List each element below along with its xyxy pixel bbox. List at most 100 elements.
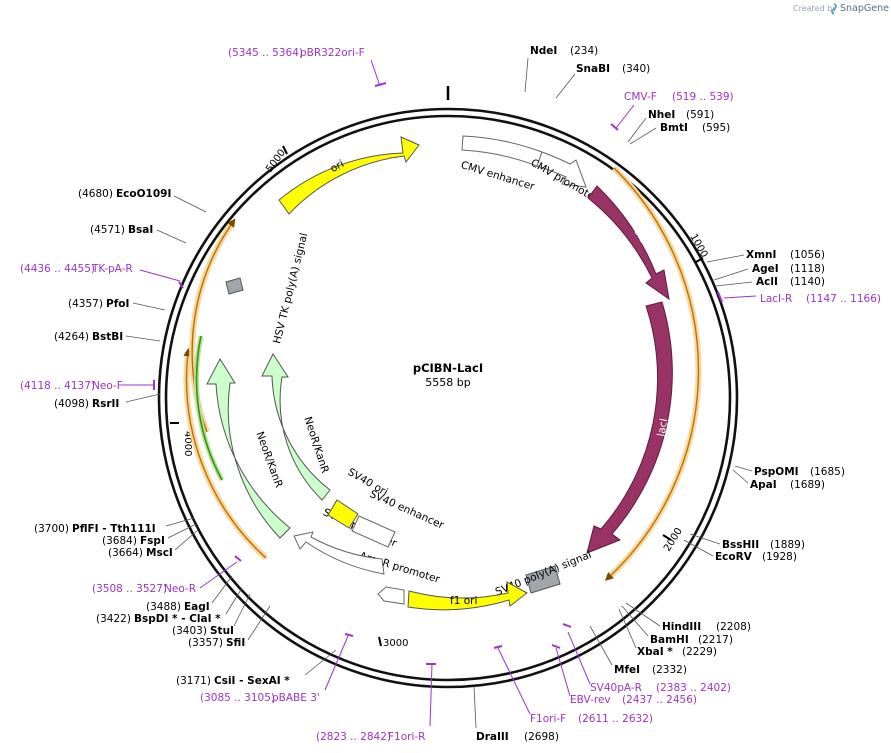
primer-cmv-f[interactable]: CMV-F (519 .. 539): [610, 91, 734, 131]
svg-text:ApaI: ApaI: [750, 479, 777, 491]
site-ndei[interactable]: NdeI (234): [524, 45, 598, 93]
orf-line-right: [604, 167, 700, 581]
site-bspdi-clai[interactable]: (3422) BspDI * - ClaI *: [96, 587, 243, 625]
site-xbai[interactable]: XbaI * (2229): [618, 608, 717, 658]
svg-text:(3171): (3171): [176, 675, 211, 687]
svg-text:(3488): (3488): [146, 601, 181, 613]
site-fspi[interactable]: (3684) FspI: [102, 523, 197, 547]
feature-ori[interactable]: ori: [278, 136, 420, 215]
site-bsshii[interactable]: BssHII (1889): [689, 533, 805, 551]
primer-ebv-rev[interactable]: EBV-rev (2437 .. 2456): [551, 644, 697, 706]
svg-text:(1889): (1889): [770, 539, 805, 551]
site-hindiii[interactable]: HindIII (2208): [625, 602, 751, 633]
tick-3000: 3000: [378, 636, 408, 649]
tick-4000: 4000: [170, 422, 193, 456]
svg-text:XbaI *: XbaI *: [637, 646, 673, 658]
site-pflfi-tth111i[interactable]: (3700) PflFI - Tth111I: [34, 517, 195, 535]
site-stui[interactable]: (3403) StuI: [172, 593, 251, 637]
svg-text:CsiI - SexAI *: CsiI - SexAI *: [214, 675, 290, 687]
primer-neo-f[interactable]: (4118 .. 4137) Neo-F: [20, 380, 155, 392]
site-eagi[interactable]: (3488) EagI: [146, 575, 233, 613]
svg-text:(4436 .. 4455): (4436 .. 4455): [20, 263, 95, 275]
feature-hsv-tk-polya[interactable]: HSV TK poly(A) signal: [225, 232, 310, 345]
svg-text:(3422): (3422): [96, 613, 131, 625]
svg-text:PspOMI: PspOMI: [754, 466, 799, 478]
credit-prefix: Created by: [793, 4, 837, 13]
site-ecoo109i[interactable]: (4680) EcoO109I: [78, 188, 207, 213]
site-bsai[interactable]: (4571) BsaI: [90, 224, 187, 244]
svg-text:(1689): (1689): [790, 479, 825, 491]
svg-text:HSV TK poly(A) signal: HSV TK poly(A) signal: [271, 232, 310, 345]
tick-2000: 2000: [662, 526, 685, 553]
primer-pbabe-3[interactable]: (3085 .. 3105) pBABE 3': [200, 633, 354, 704]
svg-text:(1056): (1056): [790, 249, 825, 261]
svg-text:(3357): (3357): [188, 637, 223, 649]
primer-tk-pa-r[interactable]: (4436 .. 4455) TK-pA-R: [20, 263, 184, 289]
feature-cibn[interactable]: CIBN: [587, 185, 670, 301]
site-mfei[interactable]: MfeI (2332): [589, 625, 687, 676]
site-draiii[interactable]: DraIII (2698): [473, 685, 559, 743]
orf-line-left-outer: [183, 347, 267, 559]
site-acli[interactable]: AclI (1140): [715, 276, 825, 288]
svg-text:(234): (234): [570, 45, 598, 57]
svg-text:SfiI: SfiI: [226, 637, 245, 649]
svg-text:BssHII: BssHII: [722, 539, 759, 551]
backbone-outer: [157, 107, 739, 689]
site-sfii[interactable]: (3357) SfiI: [188, 605, 271, 649]
site-snabi[interactable]: SnaBI (340): [555, 63, 650, 99]
svg-text:(519 .. 539): (519 .. 539): [672, 91, 734, 103]
primer-pbr322ori-f[interactable]: (5345 .. 5364) pBR322ori-F: [228, 47, 387, 87]
svg-text:DraIII: DraIII: [476, 731, 509, 743]
site-xmni[interactable]: XmnI (1056): [706, 249, 825, 263]
site-agei[interactable]: AgeI (1118): [713, 263, 825, 281]
svg-text:XmnI: XmnI: [746, 249, 776, 261]
primer-sv40pa-r[interactable]: SV40pA-R (2383 .. 2402): [562, 623, 731, 694]
svg-text:(340): (340): [622, 63, 650, 75]
site-apai[interactable]: ApaI (1689): [732, 469, 825, 491]
svg-text:EBV-rev: EBV-rev: [570, 694, 611, 706]
svg-text:MfeI: MfeI: [614, 664, 640, 676]
svg-text:F1ori-F: F1ori-F: [530, 713, 566, 725]
primer-f1ori-f[interactable]: F1ori-F (2611 .. 2632): [493, 645, 653, 725]
site-pfoi[interactable]: (4357) PfoI: [68, 298, 166, 311]
svg-text:(3403): (3403): [172, 625, 207, 637]
primer-laci-r[interactable]: LacI-R (1147 .. 1166): [717, 291, 881, 305]
svg-text:(1147 .. 1166): (1147 .. 1166): [806, 293, 881, 305]
primer-f1ori-r[interactable]: (2823 .. 2842) F1ori-R: [316, 663, 436, 743]
svg-text:FspI: FspI: [140, 535, 165, 547]
site-pspomi[interactable]: PspOMI (1685): [734, 465, 845, 478]
feature-laci[interactable]: lacI: [586, 301, 673, 554]
site-rsrii[interactable]: (4098) RsrII: [54, 393, 161, 410]
site-ecorv[interactable]: EcoRV (1928): [683, 539, 797, 563]
svg-text:(1928): (1928): [762, 551, 797, 563]
svg-text:(3684): (3684): [102, 535, 137, 547]
site-bstbi[interactable]: (4264) BstBI: [54, 331, 161, 343]
svg-text:StuI: StuI: [210, 625, 234, 637]
feature-f1-ori[interactable]: f1 ori: [407, 581, 528, 611]
svg-text:(1685): (1685): [810, 466, 845, 478]
site-csii-sexai[interactable]: (3171) CsiI - SexAI *: [176, 649, 337, 687]
svg-text:(4680): (4680): [78, 188, 113, 200]
svg-text:EcoRV: EcoRV: [715, 551, 753, 563]
site-msci[interactable]: (3664) MscI: [108, 529, 199, 559]
svg-text:(3508 .. 3527): (3508 .. 3527): [92, 583, 167, 595]
svg-text:Neo-F: Neo-F: [92, 380, 123, 392]
svg-text:(2698): (2698): [524, 731, 559, 743]
tick-1000: 1000: [687, 232, 709, 263]
svg-text:EcoO109I: EcoO109I: [116, 188, 171, 200]
feature-sv40-enhancer[interactable]: SV40 enhancer: [351, 488, 446, 548]
svg-text:NheI: NheI: [648, 109, 675, 121]
svg-text:(3700): (3700): [34, 523, 69, 535]
svg-text:(3085 .. 3105): (3085 .. 3105): [200, 692, 275, 704]
site-bmti[interactable]: BmtI (595): [629, 122, 730, 145]
svg-text:BamHI: BamHI: [650, 634, 689, 646]
svg-text:AgeI: AgeI: [752, 263, 779, 275]
svg-text:(4357): (4357): [68, 298, 103, 310]
svg-text:(4118 .. 4137): (4118 .. 4137): [20, 380, 95, 392]
backbone-inner: [164, 114, 732, 682]
site-nhei[interactable]: NheI (591): [627, 109, 714, 143]
primer-neo-r[interactable]: (3508 .. 3527) Neo-R: [92, 555, 242, 595]
site-bamhi[interactable]: BamHI (2217): [621, 605, 733, 646]
svg-text:(4571): (4571): [90, 224, 125, 236]
svg-text:EagI: EagI: [184, 601, 210, 613]
